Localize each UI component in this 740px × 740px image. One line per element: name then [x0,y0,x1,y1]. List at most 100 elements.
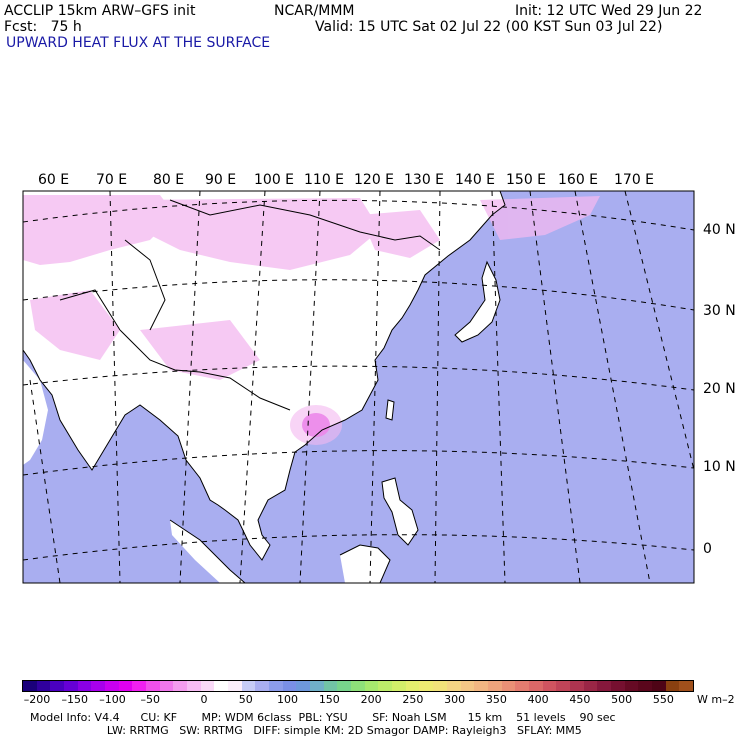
colorbar-swatch [378,681,393,691]
colorbar-swatch [200,681,215,691]
header-center: NCAR/MMM [274,3,355,19]
colorbar-swatch [323,681,338,691]
colorbar-swatch [36,681,51,691]
colorbar-swatch [173,681,188,691]
lon-label: 120 E [354,172,395,188]
colorbar-swatch [474,681,488,691]
colorbar-tick-label: 450 [569,693,591,706]
colorbar-tick-label: –100 [99,693,126,706]
colorbar-swatch [364,681,379,691]
colorbar-tick-label: 500 [611,693,633,706]
lon-label: 130 E [404,172,445,188]
land-japan [455,262,500,342]
colorbar-tick-label: 350 [485,693,507,706]
lon-label: 140 E [455,172,496,188]
colorbar-swatch [556,681,570,691]
colorbar-swatch [542,681,557,691]
colorbar-swatch [187,681,201,691]
colorbar-swatch [665,681,680,691]
lon-label: 150 E [506,172,547,188]
colorbar-swatch [105,681,119,691]
colorbar-swatch [296,681,311,691]
land-borneo [340,545,390,583]
colorbar-swatch [228,681,242,691]
colorbar-tick-label: 0 [200,693,208,706]
header-init: Init: 12 UTC Wed 29 Jun 22 [515,3,703,19]
colorbar-swatch [569,681,584,691]
colorbar-swatch [241,681,256,691]
header-title: ACCLIP 15km ARW–GFS init [4,3,196,19]
lon-label: 160 E [558,172,599,188]
colorbar-tick-label: 250 [402,693,424,706]
colorbar-swatch [405,681,420,691]
colorbar-tick-label: –200 [23,693,51,706]
colorbar-tick-label: –50 [140,693,161,706]
colorbar-swatch [159,681,174,691]
colorbar-swatch [77,681,92,691]
colorbar-tick-label: –150 [61,693,89,706]
colorbar-swatch [214,681,229,691]
colorbar-swatch [433,681,447,691]
colorbar-swatch [91,681,106,691]
model-info-line2: LW: RRTMG SW: RRTMG DIFF: simple KM: 2D … [30,724,582,737]
colorbar-swatch [501,681,516,691]
colorbar-swatch [132,681,147,691]
lat-label: 20 N [703,381,736,397]
land-asia [23,191,505,560]
lat-label: 40 N [703,222,736,238]
colorbar-swatch [610,681,625,691]
map-frame [22,190,695,584]
colorbar-swatch [50,681,65,691]
land-taiwan [386,400,394,420]
colorbar-swatch [337,681,352,691]
header-forecast: Fcst: 75 h [4,19,82,35]
colorbar-swatch [446,681,461,691]
lon-label: 170 E [614,172,655,188]
colorbar-swatch [528,681,543,691]
colorbar-tick-label: 50 [238,693,253,706]
colorbar-swatch [419,681,434,691]
colorbar-swatch [118,681,133,691]
colorbar-swatch [597,681,611,691]
colorbar-swatch [638,681,652,691]
colorbar-swatch [460,681,475,691]
colorbar-swatch [583,681,598,691]
colorbar-swatch [64,681,78,691]
colorbar-swatch [392,681,406,691]
colorbar-swatch [624,681,639,691]
lon-label: 100 E [254,172,295,188]
colorbar-tick-label: 100 [277,693,299,706]
colorbar-tick-label: 150 [318,693,340,706]
lon-label: 60 E [38,172,70,188]
lat-label: 10 N [703,459,736,475]
colorbar [22,680,694,692]
colorbar-swatch [269,681,283,691]
lat-label: 30 N [703,303,736,319]
colorbar-swatch [23,681,37,691]
colorbar-tick-label: 550 [652,693,674,706]
land-sumatra [170,520,245,583]
header-valid: Valid: 15 UTC Sat 02 Jul 22 (00 KST Sun … [315,19,663,35]
colorbar-swatch [679,681,693,691]
colorbar-units: W m–2 [697,693,735,706]
colorbar-tick-label: 400 [527,693,549,706]
model-info-line1: Model Info: V4.4 CU: KF MP: WDM 6class P… [30,711,616,724]
colorbar-swatch [487,681,502,691]
lat-label: 0 [703,541,712,557]
colorbar-swatch [351,681,365,691]
land-west [23,360,48,465]
field-title: UPWARD HEAT FLUX AT THE SURFACE [6,35,271,51]
colorbar-swatch [255,681,270,691]
land-philippines [382,478,418,545]
colorbar-tick-label: 200 [360,693,382,706]
colorbar-swatch [515,681,529,691]
colorbar-swatch [651,681,666,691]
colorbar-tick-label: 300 [444,693,466,706]
lon-label: 70 E [96,172,128,188]
lon-label: 110 E [304,172,345,188]
lon-label: 90 E [205,172,237,188]
colorbar-swatch [282,681,297,691]
colorbar-swatch [146,681,160,691]
lon-label: 80 E [153,172,185,188]
